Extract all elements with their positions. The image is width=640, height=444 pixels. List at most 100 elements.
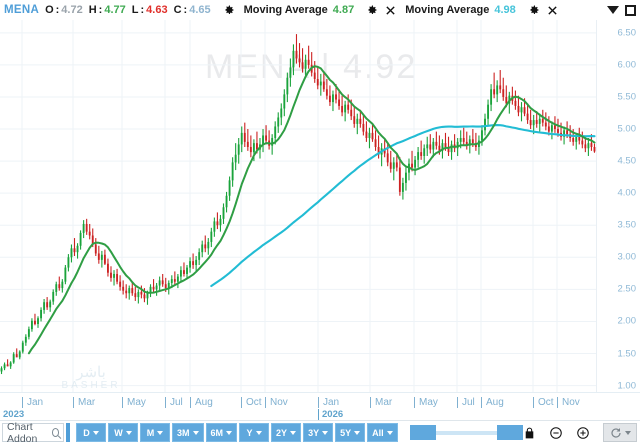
ohlc-close-colon: : <box>183 4 188 16</box>
zoom-out-icon[interactable] <box>549 426 563 440</box>
time-tick: Jan <box>318 397 339 408</box>
time-tick: Jan <box>22 397 43 408</box>
period-caret-icon[interactable] <box>125 430 132 435</box>
symbol-label[interactable]: MENA <box>4 4 40 16</box>
chart-watermark: MENA | 4.92 <box>205 48 418 86</box>
chart-addon-label: Chart Addon <box>7 420 38 444</box>
time-tick: Aug <box>481 397 504 408</box>
ohlc-close-key: C <box>173 4 182 16</box>
ohlc-close-value: 4.65 <box>189 4 211 16</box>
range-slider-track[interactable] <box>409 431 523 435</box>
bottom-toolbar: Chart Addon D W M 3M 6M Y 2Y 3Y 5Y All <box>0 420 640 444</box>
zoom-in-icon[interactable] <box>576 426 590 440</box>
ohlc-high-key: H <box>88 4 97 16</box>
period-button-2y[interactable]: 2Y <box>271 423 302 442</box>
ohlc-low-key: L <box>131 4 139 16</box>
ohlc-high-colon: : <box>98 4 103 16</box>
time-tick: Mar <box>370 397 392 408</box>
time-tick: Jul <box>165 397 183 408</box>
period-button-6m[interactable]: 6M <box>205 423 238 442</box>
price-tick: 2.00 <box>617 315 637 327</box>
period-button-5y[interactable]: 5Y <box>335 423 366 442</box>
indicator-1-name[interactable]: Moving Average <box>243 4 328 16</box>
period-button-all[interactable]: All <box>367 423 398 442</box>
brand-latin-text: BASHER <box>61 380 121 391</box>
period-button-label: 5Y <box>340 427 352 438</box>
search-icon[interactable] <box>51 428 60 437</box>
period-caret-icon[interactable] <box>92 430 99 435</box>
price-tick: 5.50 <box>617 91 637 103</box>
ohlc-open-value: 4.72 <box>61 4 83 16</box>
period-caret-icon[interactable] <box>255 430 262 435</box>
time-axis[interactable]: Jan Mar May Jul Aug Oct Nov Jan Mar May Jul Aug Oct N… <box>0 392 640 420</box>
ohlc-open-colon: : <box>55 4 60 16</box>
time-year-label: 2026 <box>318 409 343 420</box>
moving-average-line-2 <box>210 124 596 288</box>
time-tick: May <box>414 397 438 408</box>
price-tick: 5.00 <box>617 123 637 135</box>
period-button-label: 6M <box>210 427 224 438</box>
indicator-2-name[interactable]: Moving Average <box>405 4 490 16</box>
range-slider-handle-right[interactable] <box>496 425 523 440</box>
period-caret-icon[interactable] <box>226 430 233 435</box>
period-caret-icon[interactable] <box>354 430 361 435</box>
square-icon[interactable] <box>625 4 636 16</box>
moving-average-line-1 <box>27 65 596 355</box>
period-button-label: 3Y <box>308 427 320 438</box>
price-tick: 1.00 <box>617 380 637 392</box>
period-button-m[interactable]: M <box>140 423 171 442</box>
time-tick: Jul <box>457 397 475 408</box>
lock-icon[interactable] <box>523 426 536 440</box>
period-button-d[interactable]: D <box>76 423 107 442</box>
period-caret-icon[interactable] <box>322 430 329 435</box>
chart-controls <box>523 423 640 442</box>
candles-group <box>0 34 596 375</box>
range-slider[interactable] <box>409 423 523 442</box>
range-slider-handle-left[interactable] <box>409 425 436 440</box>
period-button-label: D <box>83 427 90 438</box>
period-caret-icon[interactable] <box>157 430 164 435</box>
price-tick: 3.00 <box>617 251 637 263</box>
period-button-label: 3M <box>177 427 190 438</box>
ohlc-low-value: 4.63 <box>146 4 168 16</box>
period-caret-icon[interactable] <box>290 430 297 435</box>
brand-arabic-text: باشر <box>76 364 106 381</box>
price-tick: 6.00 <box>617 59 637 71</box>
caret-down-icon[interactable] <box>607 6 619 14</box>
gear-icon[interactable] <box>223 4 235 16</box>
time-tick: May <box>122 397 146 408</box>
period-button-label: All <box>372 427 384 438</box>
period-button-3m[interactable]: 3M <box>172 423 204 442</box>
price-axis[interactable]: 6.50 6.00 5.50 5.00 4.50 4.00 3.50 3.00 2.50 2.00… <box>596 20 640 392</box>
price-tick: 2.50 <box>617 283 637 295</box>
period-caret-icon[interactable] <box>386 430 393 435</box>
time-tick: Nov <box>557 397 580 408</box>
period-button-label: Y <box>246 427 253 438</box>
price-tick: 3.50 <box>617 219 637 231</box>
candlestick-canvas <box>0 20 640 392</box>
chart-plot-area[interactable]: MENA | 4.92 باشر BASHER <box>0 20 640 392</box>
indicator-2-gear-icon[interactable] <box>528 4 540 16</box>
indicator-1-close-icon[interactable] <box>385 5 396 16</box>
period-caret-icon[interactable] <box>192 430 199 435</box>
reset-button[interactable] <box>603 423 637 442</box>
period-button-group: D W M 3M 6M Y 2Y 3Y 5Y All <box>76 423 398 442</box>
period-button-3y[interactable]: 3Y <box>303 423 334 442</box>
ohlc-open-key: O <box>45 4 54 16</box>
period-button-y[interactable]: Y <box>239 423 270 442</box>
indicator-1-gear-icon[interactable] <box>366 4 378 16</box>
ohlc-high-value: 4.77 <box>104 4 126 16</box>
indicator-2-close-icon[interactable] <box>547 5 558 16</box>
period-button-w[interactable]: W <box>108 423 139 442</box>
time-tick: Oct <box>533 397 554 408</box>
period-button-label: 2Y <box>276 427 288 438</box>
chart-legend-bar: MENA O : 4.72 H : 4.77 L : 4.63 C : 4.65… <box>0 0 640 20</box>
period-button-label: M <box>146 427 155 438</box>
reset-caret-icon[interactable] <box>624 430 631 435</box>
price-tick: 1.50 <box>617 348 637 360</box>
indicator-1-value: 4.87 <box>332 4 355 16</box>
chart-addon-selector[interactable]: Chart Addon <box>2 420 65 444</box>
time-tick: Aug <box>190 397 213 408</box>
toolbar-accent-tab <box>66 423 71 442</box>
ohlc-low-colon: : <box>140 4 145 16</box>
